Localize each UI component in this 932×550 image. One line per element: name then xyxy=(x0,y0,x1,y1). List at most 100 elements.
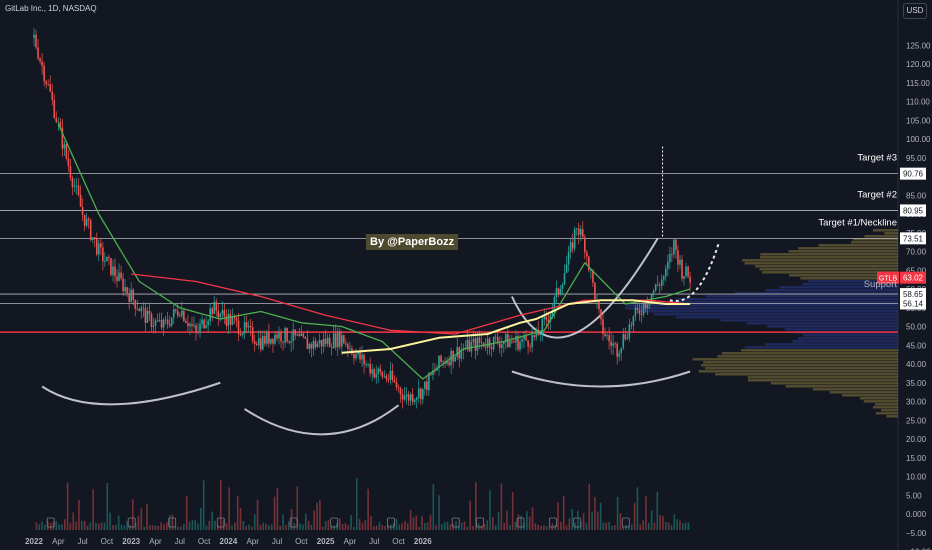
volume-bar xyxy=(568,518,571,530)
candle-body xyxy=(33,34,35,38)
candle-body xyxy=(328,337,331,348)
volume-bar xyxy=(168,515,171,530)
x-tick-label: Jul xyxy=(175,537,185,546)
candle-body xyxy=(377,368,380,374)
x-tick-label: 2023 xyxy=(122,537,140,546)
earnings-marker xyxy=(386,517,395,528)
candle-body xyxy=(49,84,51,92)
earnings-marker xyxy=(46,517,55,528)
profile-bin xyxy=(881,409,898,412)
y-tick-label: 125.00 xyxy=(906,41,931,50)
candle-body xyxy=(316,343,319,348)
level-tag-bg xyxy=(900,288,926,301)
volume-bar xyxy=(97,523,100,530)
candle-body xyxy=(35,34,37,48)
volume-bar xyxy=(183,523,185,530)
candle-body xyxy=(484,346,487,348)
volume-bar xyxy=(460,522,463,530)
volume-bar xyxy=(100,522,103,530)
profile-bin xyxy=(798,247,898,250)
volume-bar xyxy=(364,520,367,530)
candle-body xyxy=(134,299,137,309)
volume-bar xyxy=(449,524,452,530)
candle-body xyxy=(266,331,268,344)
profile-bin xyxy=(734,292,898,295)
volume-bar xyxy=(341,524,344,530)
profile-bin xyxy=(771,382,898,385)
volume-bar xyxy=(645,496,647,530)
candle-body xyxy=(539,334,542,336)
candle-body xyxy=(592,270,594,283)
candle-body xyxy=(268,331,270,344)
candle-body xyxy=(164,319,167,321)
y-tick-label: 5.00 xyxy=(906,491,922,500)
volume-bar xyxy=(494,525,497,530)
candle-body xyxy=(689,276,691,283)
level-labels: Target #3 Target #2 Target #1/Neckline Supp… xyxy=(818,153,897,290)
volume-profile xyxy=(624,229,898,418)
candle-body xyxy=(573,229,576,249)
profile-bin xyxy=(698,370,898,373)
volume-bar xyxy=(194,520,196,530)
candle-body xyxy=(644,303,647,309)
level-tag-value: 56.14 xyxy=(903,299,924,308)
candle-body xyxy=(648,302,651,305)
volume-bar xyxy=(163,524,165,530)
profile-bin xyxy=(812,388,898,391)
candle-body xyxy=(363,354,365,365)
candle-body xyxy=(395,382,398,388)
volume-bar xyxy=(265,523,267,530)
candle-body xyxy=(336,331,339,348)
candle-body xyxy=(245,322,248,328)
candle-body xyxy=(569,242,572,252)
profile-bin xyxy=(886,415,898,418)
candle-body xyxy=(166,319,169,325)
candle-body xyxy=(588,256,590,271)
candle-body xyxy=(557,288,560,294)
profile-bin xyxy=(829,391,898,394)
candle-body xyxy=(432,370,434,375)
volume-bar xyxy=(202,480,205,530)
volume-bar xyxy=(302,524,304,530)
volume-bar xyxy=(602,522,605,530)
volume-bar xyxy=(228,487,230,530)
y-tick-label: −5.00 xyxy=(906,529,927,538)
volume-bar xyxy=(438,495,440,530)
candle-body xyxy=(290,341,292,343)
candle-body xyxy=(638,309,641,315)
volume-bar xyxy=(214,520,216,530)
candle-body xyxy=(264,336,266,344)
candle-body xyxy=(326,337,329,344)
candle-body xyxy=(397,387,400,388)
volume-bar xyxy=(355,478,358,530)
candle-body xyxy=(375,373,378,378)
candle-body xyxy=(367,363,369,365)
candle-body xyxy=(679,259,681,265)
currency-badge[interactable]: USD xyxy=(903,3,927,19)
candle-body xyxy=(100,243,102,248)
volume-bar xyxy=(35,522,38,530)
candle-body xyxy=(257,338,260,346)
candle-body xyxy=(519,341,521,350)
volume-bar xyxy=(611,525,613,530)
candle-body xyxy=(286,327,288,342)
x-tick-label: 2024 xyxy=(220,537,238,546)
volume-bar xyxy=(234,522,236,530)
candle-body xyxy=(590,270,592,271)
candle-body xyxy=(253,341,256,344)
volume-bar xyxy=(517,514,520,530)
volume-bar xyxy=(571,508,574,530)
volume-bar xyxy=(338,518,341,530)
candle-body xyxy=(545,316,548,320)
candle-body xyxy=(500,344,503,348)
candle-body xyxy=(403,396,406,400)
volume-bar xyxy=(239,508,242,530)
volume-bar xyxy=(492,516,494,530)
x-tick-label: Apr xyxy=(149,537,162,546)
volume-bar xyxy=(404,520,406,530)
volume-bar xyxy=(659,515,661,530)
candle-body xyxy=(231,317,234,325)
volume-bar xyxy=(333,525,335,530)
candle-body xyxy=(359,351,361,360)
